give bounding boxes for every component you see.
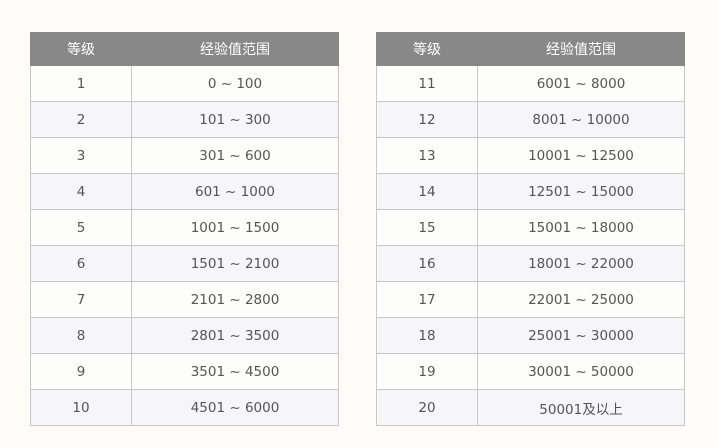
- level-cell: 8: [30, 317, 132, 354]
- table-row: 11 6001 ~ 8000: [376, 65, 685, 102]
- table-header: 等级 经验值范围: [376, 32, 685, 66]
- level-cell: 12: [376, 101, 478, 138]
- level-cell: 3: [30, 137, 132, 174]
- level-cell: 7: [30, 281, 132, 318]
- range-cell: 50001及以上: [477, 389, 685, 426]
- table-row: 14 12501 ~ 15000: [376, 173, 685, 210]
- range-cell: 1001 ~ 1500: [131, 209, 339, 246]
- range-cell: 30001 ~ 50000: [477, 353, 685, 390]
- level-cell: 10: [30, 389, 132, 426]
- level-cell: 16: [376, 245, 478, 282]
- header-level: 等级: [30, 32, 132, 66]
- level-cell: 5: [30, 209, 132, 246]
- level-cell: 11: [376, 65, 478, 102]
- level-cell: 4: [30, 173, 132, 210]
- table-row: 6 1501 ~ 2100: [30, 245, 339, 282]
- table-row: 19 30001 ~ 50000: [376, 353, 685, 390]
- level-cell: 13: [376, 137, 478, 174]
- range-cell: 1501 ~ 2100: [131, 245, 339, 282]
- level-cell: 19: [376, 353, 478, 390]
- table-row: 9 3501 ~ 4500: [30, 353, 339, 390]
- range-cell: 6001 ~ 8000: [477, 65, 685, 102]
- table-row: 7 2101 ~ 2800: [30, 281, 339, 318]
- header-range: 经验值范围: [477, 32, 685, 66]
- table-header: 等级 经验值范围: [30, 32, 339, 66]
- range-cell: 22001 ~ 25000: [477, 281, 685, 318]
- range-cell: 12501 ~ 15000: [477, 173, 685, 210]
- table-row: 10 4501 ~ 6000: [30, 389, 339, 426]
- range-cell: 8001 ~ 10000: [477, 101, 685, 138]
- level-cell: 17: [376, 281, 478, 318]
- range-cell: 301 ~ 600: [131, 137, 339, 174]
- table-row: 3 301 ~ 600: [30, 137, 339, 174]
- range-cell: 601 ~ 1000: [131, 173, 339, 210]
- level-cell: 14: [376, 173, 478, 210]
- level-cell: 1: [30, 65, 132, 102]
- header-level: 等级: [376, 32, 478, 66]
- range-cell: 2101 ~ 2800: [131, 281, 339, 318]
- table-row: 20 50001及以上: [376, 389, 685, 426]
- table-row: 17 22001 ~ 25000: [376, 281, 685, 318]
- range-cell: 25001 ~ 30000: [477, 317, 685, 354]
- range-cell: 4501 ~ 6000: [131, 389, 339, 426]
- level-cell: 2: [30, 101, 132, 138]
- range-cell: 2801 ~ 3500: [131, 317, 339, 354]
- level-cell: 18: [376, 317, 478, 354]
- level-table-right: 等级 经验值范围 11 6001 ~ 8000 12 8001 ~ 10000 13 10…: [376, 32, 685, 426]
- range-cell: 3501 ~ 4500: [131, 353, 339, 390]
- level-cell: 20: [376, 389, 478, 426]
- range-cell: 0 ~ 100: [131, 65, 339, 102]
- table-row: 4 601 ~ 1000: [30, 173, 339, 210]
- header-range: 经验值范围: [131, 32, 339, 66]
- range-cell: 18001 ~ 22000: [477, 245, 685, 282]
- level-cell: 9: [30, 353, 132, 390]
- table-row: 15 15001 ~ 18000: [376, 209, 685, 246]
- table-row: 8 2801 ~ 3500: [30, 317, 339, 354]
- range-cell: 10001 ~ 12500: [477, 137, 685, 174]
- table-row: 18 25001 ~ 30000: [376, 317, 685, 354]
- level-cell: 15: [376, 209, 478, 246]
- table-row: 16 18001 ~ 22000: [376, 245, 685, 282]
- table-row: 5 1001 ~ 1500: [30, 209, 339, 246]
- table-row: 12 8001 ~ 10000: [376, 101, 685, 138]
- level-cell: 6: [30, 245, 132, 282]
- table-row: 13 10001 ~ 12500: [376, 137, 685, 174]
- range-cell: 101 ~ 300: [131, 101, 339, 138]
- range-cell: 15001 ~ 18000: [477, 209, 685, 246]
- table-row: 2 101 ~ 300: [30, 101, 339, 138]
